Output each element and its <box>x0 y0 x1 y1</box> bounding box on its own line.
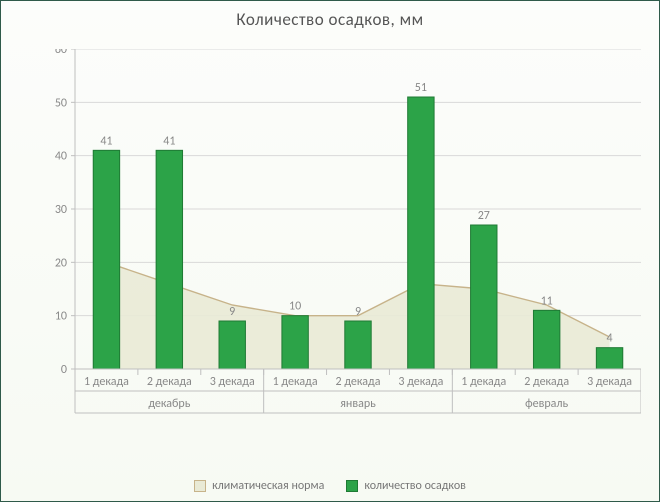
bar-precip <box>93 150 119 369</box>
x-tick-label: 3 декада <box>398 375 443 389</box>
y-tick-label: 0 <box>61 363 67 377</box>
bar-precip <box>282 316 308 369</box>
y-tick-label: 50 <box>55 96 67 110</box>
x-tick-label: 2 декада <box>336 375 381 389</box>
y-tick-label: 20 <box>55 256 67 270</box>
x-tick-label: 3 декада <box>210 375 255 389</box>
legend-label-norm: климатическая норма <box>212 479 324 493</box>
x-group-label: февраль <box>525 397 568 411</box>
bar-label: 51 <box>415 81 427 95</box>
x-tick-label: 1 декада <box>273 375 318 389</box>
x-group-label: декабрь <box>148 397 190 411</box>
legend-item-norm: климатическая норма <box>194 479 324 493</box>
legend-swatch-norm <box>194 480 206 492</box>
x-tick-label: 2 декада <box>524 375 569 389</box>
bar-label: 9 <box>229 305 235 319</box>
bar-precip <box>156 150 182 369</box>
bar-precip <box>533 310 559 369</box>
legend-item-precip: количество осадков <box>346 479 466 493</box>
bar-precip <box>408 97 434 369</box>
x-tick-label: 1 декада <box>461 375 506 389</box>
bar-label: 27 <box>478 209 490 223</box>
bar-precip <box>345 321 371 369</box>
bar-label: 11 <box>541 294 553 308</box>
legend-label-precip: количество осадков <box>364 479 466 493</box>
chart-plot: 0 10 20 30 40 50 60 41 41 9 10 9 51 27 11 4 1 декада 2 де… <box>49 49 641 419</box>
bar-precip <box>219 321 245 369</box>
bar-label: 4 <box>607 332 613 346</box>
y-tick-label: 10 <box>55 310 67 324</box>
bar-label: 41 <box>163 134 175 148</box>
legend-swatch-precip <box>346 480 358 492</box>
bar-label: 9 <box>355 305 361 319</box>
chart-title: Количество осадков, мм <box>1 1 659 30</box>
x-tick-label: 2 декада <box>147 375 192 389</box>
bar-precip <box>596 348 622 369</box>
y-tick-label: 60 <box>55 49 67 57</box>
bar-label: 10 <box>289 300 301 314</box>
chart-frame: Количество осадков, мм 01020304050604141… <box>0 0 660 502</box>
y-tick-label: 30 <box>55 203 67 217</box>
bar-label: 41 <box>100 134 112 148</box>
y-tick-label: 40 <box>55 150 67 164</box>
chart-legend: климатическая норма количество осадков <box>1 479 659 493</box>
bar-precip <box>471 225 497 369</box>
x-group-label: январь <box>340 397 376 411</box>
x-tick-label: 3 декада <box>587 375 632 389</box>
x-tick-label: 1 декада <box>84 375 129 389</box>
